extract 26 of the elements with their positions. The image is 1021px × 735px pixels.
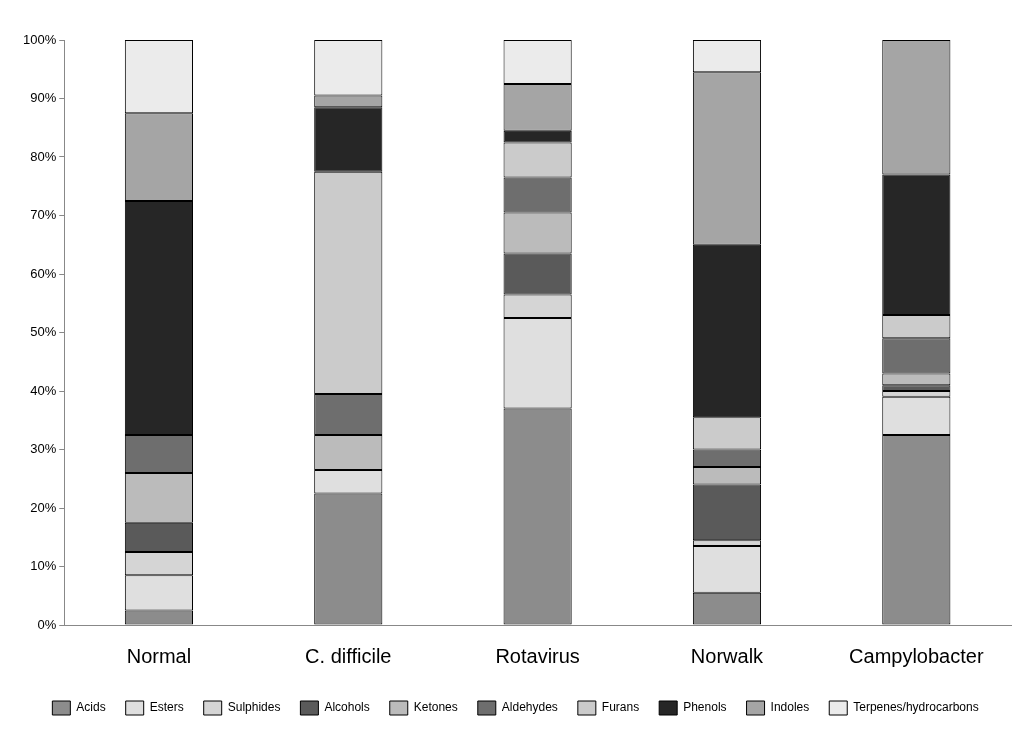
- y-tick-label: 0%: [37, 616, 57, 632]
- y-tick-label: 100%: [23, 31, 57, 47]
- legend-label: Furans: [601, 700, 640, 715]
- y-tick-label: 20%: [30, 499, 57, 515]
- legend-label: Indoles: [770, 700, 810, 715]
- y-tick-label: 80%: [30, 148, 57, 164]
- y-tick-label: 60%: [30, 265, 57, 281]
- y-tick-label: 30%: [30, 441, 57, 457]
- legend-label: Terpenes/hydrocarbons: [853, 700, 979, 715]
- x-tick-label: Rotavirus: [495, 644, 580, 667]
- y-tick-label: 90%: [30, 90, 57, 106]
- x-tick-label: Normal: [126, 644, 192, 667]
- y-tick-label: 40%: [30, 382, 57, 398]
- legend-label: Alcohols: [324, 700, 370, 715]
- legend-label: Ketones: [413, 700, 458, 715]
- legend-label: Aldehydes: [501, 700, 558, 715]
- y-tick-label: 70%: [30, 207, 57, 223]
- legend-label: Sulphides: [227, 700, 281, 715]
- y-tick-label: 10%: [30, 558, 57, 574]
- x-tick-label: C. difficile: [305, 644, 392, 667]
- legend-label: Acids: [76, 700, 106, 715]
- legend-label: Esters: [149, 700, 184, 715]
- x-tick-label: Norwalk: [690, 644, 765, 667]
- legend-label: Phenols: [683, 700, 727, 715]
- x-tick-label: Campylobacter: [849, 644, 984, 667]
- y-tick-label: 50%: [30, 324, 57, 340]
